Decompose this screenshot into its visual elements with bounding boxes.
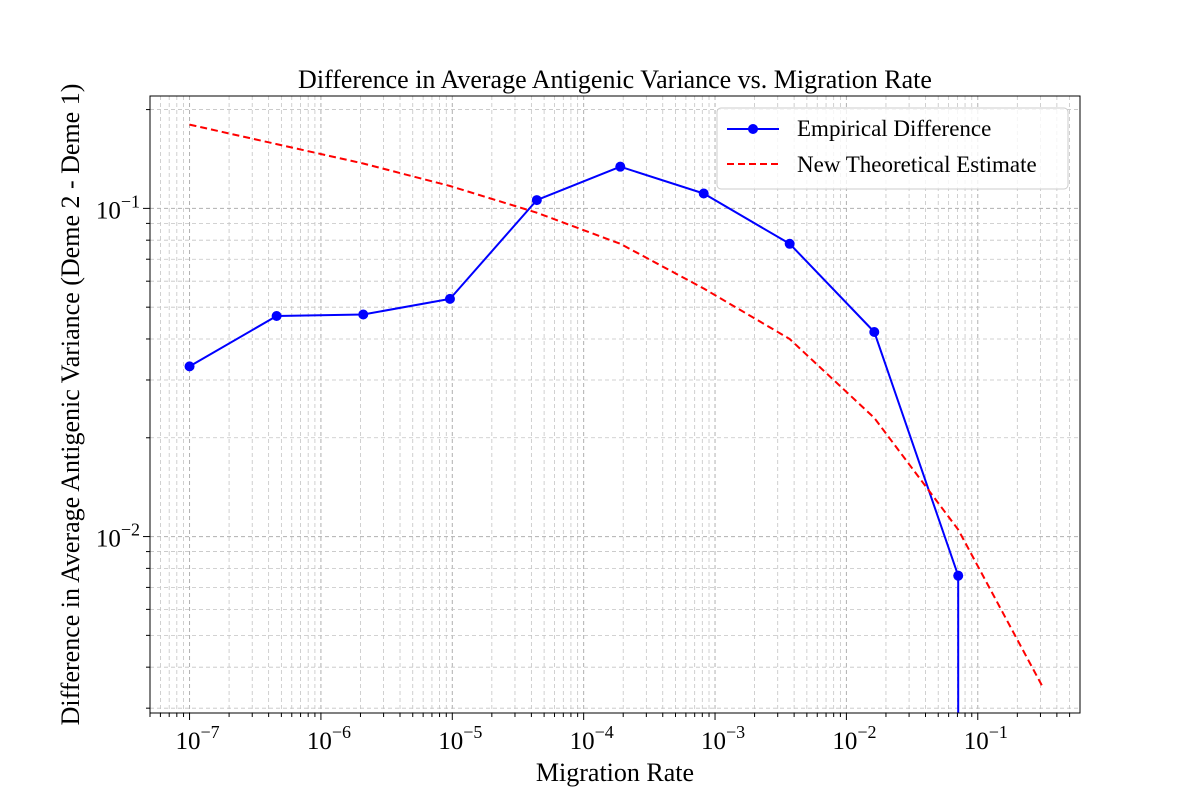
legend-box [716, 107, 1069, 190]
x-axis-label: Migration Rate [536, 758, 694, 787]
x-tick-label: 10−5 [438, 722, 482, 755]
data-point-empirical [444, 293, 455, 304]
data-point-empirical [953, 570, 964, 581]
x-tick-label: 10−3 [701, 722, 745, 755]
x-tick-label: 10−4 [570, 722, 614, 755]
plot-frame [149, 95, 1081, 714]
legend: Empirical Difference New Theoretical Est… [716, 107, 1069, 190]
legend-label-theoretical: New Theoretical Estimate [797, 152, 1037, 177]
data-point-empirical [615, 161, 626, 172]
legend-label-empirical: Empirical Difference [797, 116, 991, 141]
data-point-empirical [869, 327, 880, 338]
axis-ticks: 10−7 10−6 10−5 10−4 10−3 10−2 10−1 10−2 10−1 [96, 109, 1071, 755]
data-point-empirical [271, 310, 282, 321]
series-line-theoretical [189, 123, 1044, 687]
y-tick-label: 10−1 [96, 191, 140, 224]
data-point-empirical [698, 188, 709, 199]
y-tick-label: 10−2 [96, 520, 140, 553]
data-point-empirical [184, 361, 195, 372]
data-point-empirical [358, 309, 369, 320]
x-tick-label: 10−2 [832, 722, 876, 755]
chart-title: Difference in Average Antigenic Variance… [298, 65, 932, 94]
grid-lines [149, 96, 1080, 713]
y-axis-label: Difference in Average Antigenic Variance… [56, 84, 85, 726]
x-tick-label: 10−7 [175, 722, 219, 755]
data-point-empirical [531, 195, 542, 206]
x-tick-label: 10−6 [307, 722, 351, 755]
legend-empirical-marker-icon [748, 124, 758, 134]
series-layer [184, 123, 1044, 713]
data-point-empirical [784, 238, 795, 249]
x-tick-label: 10−1 [964, 722, 1008, 755]
